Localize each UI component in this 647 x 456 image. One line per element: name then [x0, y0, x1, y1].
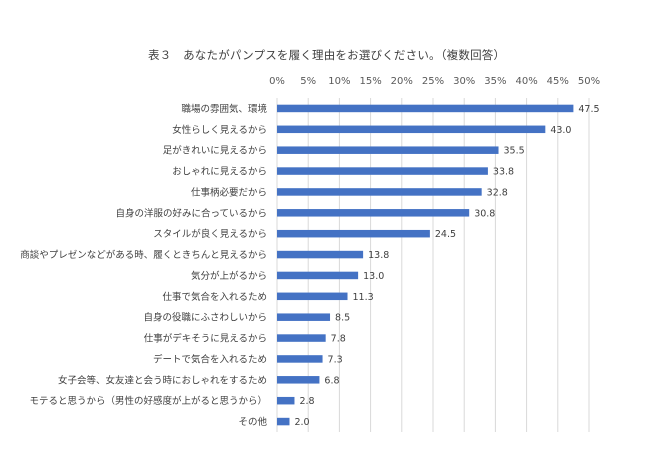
data-label: 13.8 — [368, 250, 389, 261]
data-label: 24.5 — [435, 229, 456, 240]
category-label: デートで気合を入れるため — [153, 353, 267, 365]
data-label: 2.8 — [299, 396, 314, 407]
data-label: 7.8 — [331, 334, 346, 345]
chart-title: 表３ あなたがパンプスを履く理由をお選びください。（複数回答） — [148, 48, 506, 62]
data-label: 30.8 — [474, 208, 495, 219]
x-tick-label: 10% — [328, 76, 350, 87]
x-tick-label: 45% — [547, 76, 569, 87]
category-label: 仕事で気合を入れるため — [162, 291, 267, 303]
bar — [277, 125, 546, 134]
category-label: その他 — [238, 416, 267, 428]
category-label: 職場の雰囲気、環境 — [181, 103, 267, 115]
data-label: 33.8 — [493, 167, 514, 178]
bar — [277, 292, 348, 301]
category-label: 商談やプレゼンなどがある時、履くときちんと見えるから — [20, 249, 267, 261]
x-tick-label: 25% — [422, 76, 444, 87]
category-label: 女性らしく見えるから — [172, 124, 267, 136]
data-label: 2.0 — [294, 417, 309, 428]
x-tick-label: 20% — [391, 76, 413, 87]
data-label: 32.8 — [487, 187, 508, 198]
x-tick-label: 30% — [453, 76, 475, 87]
bar — [277, 104, 574, 113]
bar — [277, 250, 364, 259]
x-tick-label: 5% — [300, 76, 316, 87]
category-label: 気分が上がるから — [191, 270, 267, 282]
bar — [277, 146, 499, 154]
bar — [277, 355, 323, 363]
category-label: おしゃれに見えるから — [172, 167, 267, 178]
category-label: 足がきれいに見えるから — [163, 145, 267, 157]
x-tick-label: 15% — [359, 76, 381, 87]
data-label: 6.8 — [324, 375, 339, 386]
bar — [277, 271, 359, 280]
category-label: 自身の洋服の好みに合っているから — [115, 207, 267, 219]
category-label: 仕事柄必要だから — [191, 186, 267, 198]
bar — [277, 417, 290, 426]
category-label: 自身の役職にふさわしいから — [143, 312, 267, 324]
data-label: 35.5 — [504, 146, 525, 157]
category-label: 仕事がデキそうに見えるから — [144, 333, 267, 345]
bar — [277, 229, 430, 238]
category-label: モテると思うから（男性の好感度が上がると思うから） — [29, 395, 267, 407]
data-label: 13.0 — [363, 271, 384, 282]
bar — [277, 188, 482, 196]
bar — [277, 313, 331, 321]
bar — [277, 334, 326, 342]
x-tick-label: 50% — [578, 76, 600, 87]
bar — [277, 209, 470, 217]
data-label: 11.3 — [353, 292, 374, 303]
data-label: 43.0 — [550, 125, 571, 136]
bar — [277, 167, 488, 175]
x-tick-label: 0% — [269, 76, 285, 87]
category-label: スタイルが良く見えるから — [153, 228, 267, 240]
data-label: 7.3 — [328, 354, 343, 365]
data-label: 47.5 — [578, 104, 599, 115]
x-tick-label: 40% — [515, 76, 537, 87]
data-label: 8.5 — [335, 313, 350, 324]
x-tick-label: 35% — [484, 76, 506, 87]
category-label: 女子会等、女友達と会う時におしゃれをするため — [58, 374, 267, 386]
bar — [277, 376, 320, 384]
bar — [277, 396, 295, 405]
